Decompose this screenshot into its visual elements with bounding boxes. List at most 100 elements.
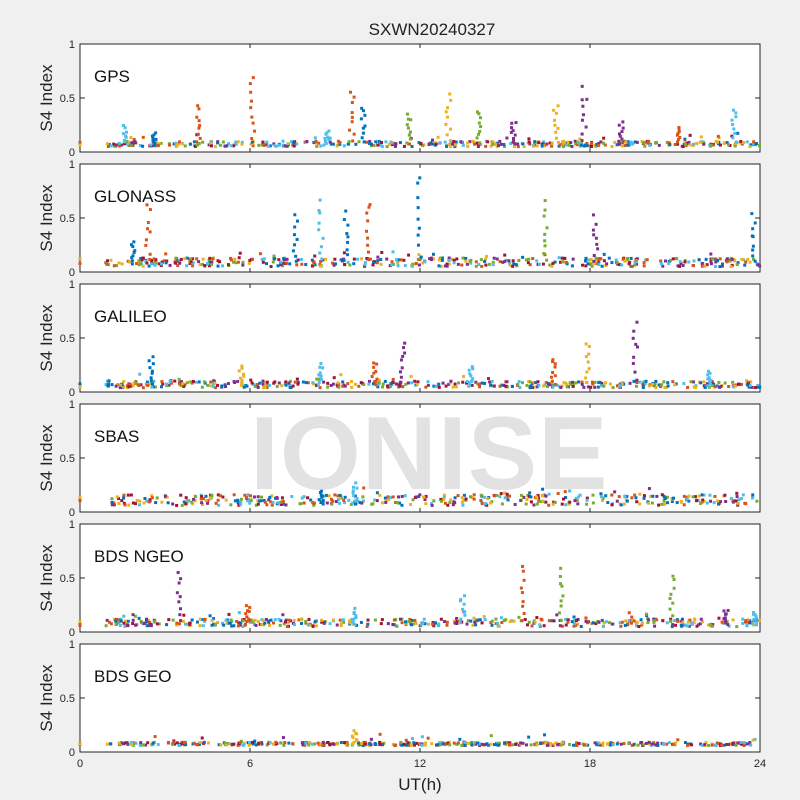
data-point bbox=[751, 254, 755, 258]
data-point bbox=[672, 578, 676, 582]
data-point bbox=[339, 373, 343, 377]
data-point bbox=[195, 115, 199, 119]
data-point bbox=[608, 382, 612, 386]
data-point bbox=[355, 497, 359, 501]
data-point bbox=[592, 259, 596, 263]
data-point bbox=[562, 381, 566, 385]
data-point bbox=[457, 381, 461, 385]
data-point bbox=[606, 501, 610, 505]
data-point bbox=[538, 623, 542, 627]
data-point bbox=[287, 381, 291, 385]
data-point bbox=[201, 262, 205, 266]
data-point bbox=[491, 140, 495, 144]
data-point bbox=[305, 139, 309, 143]
data-point bbox=[449, 145, 453, 149]
data-point bbox=[339, 622, 343, 626]
data-point bbox=[552, 108, 556, 112]
data-point bbox=[148, 208, 152, 212]
data-point bbox=[361, 743, 365, 747]
data-point bbox=[741, 493, 745, 497]
data-point bbox=[150, 260, 154, 264]
data-point bbox=[432, 624, 436, 628]
data-point bbox=[282, 622, 286, 626]
data-point bbox=[591, 493, 595, 497]
data-point bbox=[417, 495, 421, 499]
data-point bbox=[247, 740, 251, 744]
data-point bbox=[699, 135, 703, 139]
data-point bbox=[656, 744, 660, 748]
data-point bbox=[706, 384, 710, 388]
data-point bbox=[687, 260, 691, 264]
data-point bbox=[727, 743, 731, 747]
data-point bbox=[363, 261, 367, 265]
data-point bbox=[164, 252, 168, 256]
data-point bbox=[495, 493, 499, 497]
data-point bbox=[160, 380, 164, 384]
data-point bbox=[419, 255, 423, 259]
data-point bbox=[306, 623, 310, 627]
data-point bbox=[522, 578, 526, 582]
data-point bbox=[716, 499, 720, 503]
data-point bbox=[317, 373, 321, 377]
data-point bbox=[138, 143, 142, 147]
data-point bbox=[126, 493, 130, 497]
data-point bbox=[740, 257, 744, 261]
data-point bbox=[579, 143, 583, 147]
data-point bbox=[352, 729, 356, 733]
data-point bbox=[739, 742, 743, 746]
data-point bbox=[281, 143, 285, 147]
data-point bbox=[681, 264, 685, 268]
data-point bbox=[586, 360, 590, 364]
data-point bbox=[678, 260, 682, 264]
data-point bbox=[162, 259, 166, 263]
data-point bbox=[260, 495, 264, 499]
data-point bbox=[397, 495, 401, 499]
data-point bbox=[448, 381, 452, 385]
data-point bbox=[688, 133, 692, 137]
data-point bbox=[110, 497, 114, 501]
data-point bbox=[686, 620, 690, 624]
data-point bbox=[590, 264, 594, 268]
data-point bbox=[350, 100, 354, 104]
data-point bbox=[710, 743, 714, 747]
data-point bbox=[502, 383, 506, 387]
data-point bbox=[401, 354, 405, 358]
data-point bbox=[580, 380, 584, 384]
data-point bbox=[475, 136, 479, 140]
data-point bbox=[185, 264, 189, 268]
data-point bbox=[486, 140, 490, 144]
data-point bbox=[195, 143, 199, 147]
data-point bbox=[354, 502, 358, 506]
data-point bbox=[447, 142, 451, 146]
data-point bbox=[242, 372, 246, 376]
data-point bbox=[547, 743, 551, 747]
data-point bbox=[583, 143, 587, 147]
data-point bbox=[632, 329, 636, 333]
data-point bbox=[317, 221, 321, 225]
data-point bbox=[725, 260, 729, 264]
data-point bbox=[550, 379, 554, 383]
data-point bbox=[105, 618, 109, 622]
data-point bbox=[318, 365, 322, 369]
data-point bbox=[453, 145, 457, 149]
data-point bbox=[139, 383, 143, 387]
data-point bbox=[699, 501, 703, 505]
data-point bbox=[134, 741, 138, 745]
data-point bbox=[577, 380, 581, 384]
data-point bbox=[431, 252, 435, 256]
data-point bbox=[564, 260, 568, 264]
data-point bbox=[627, 262, 631, 266]
data-point bbox=[590, 144, 594, 148]
data-point bbox=[565, 143, 569, 147]
data-point bbox=[731, 380, 735, 384]
data-point bbox=[409, 743, 413, 747]
data-point bbox=[539, 742, 543, 746]
data-point bbox=[198, 740, 202, 744]
data-point bbox=[543, 208, 547, 212]
data-point bbox=[378, 732, 382, 736]
data-point bbox=[442, 498, 446, 502]
data-point bbox=[644, 741, 648, 745]
data-point bbox=[752, 612, 756, 616]
